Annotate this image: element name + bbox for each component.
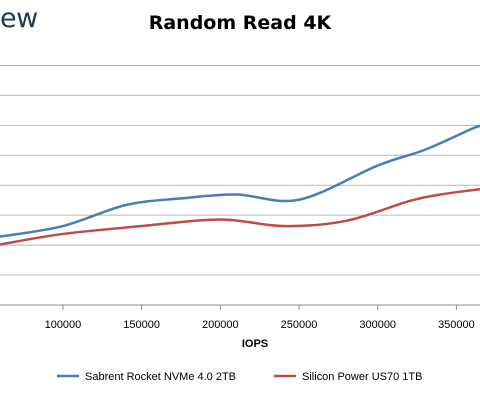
x-axis-label: IOPS — [242, 338, 268, 350]
chart-title: Random Read 4K — [148, 12, 332, 34]
x-tick-label: 200000 — [202, 319, 239, 331]
x-tick-labels: 100000 150000 200000 250000 300000 350000 — [45, 319, 475, 331]
gridlines — [0, 64, 480, 276]
x-tick-label: 150000 — [123, 319, 160, 331]
series-line-1 — [0, 124, 480, 238]
series-line-2 — [0, 187, 480, 246]
axes — [0, 304, 480, 310]
legend: Sabrent Rocket NVMe 4.0 2TB Silicon Power… — [57, 371, 422, 383]
x-tick-label: 350000 — [438, 319, 475, 331]
legend-label-1: Sabrent Rocket NVMe 4.0 2TB — [85, 371, 236, 383]
site-logo-text: ew — [0, 3, 38, 34]
x-tick-label: 300000 — [359, 319, 396, 331]
x-tick-label: 250000 — [281, 319, 318, 331]
legend-label-2: Silicon Power US70 1TB — [302, 371, 422, 383]
series-lines — [0, 124, 480, 246]
x-tick-label: 100000 — [45, 319, 82, 331]
